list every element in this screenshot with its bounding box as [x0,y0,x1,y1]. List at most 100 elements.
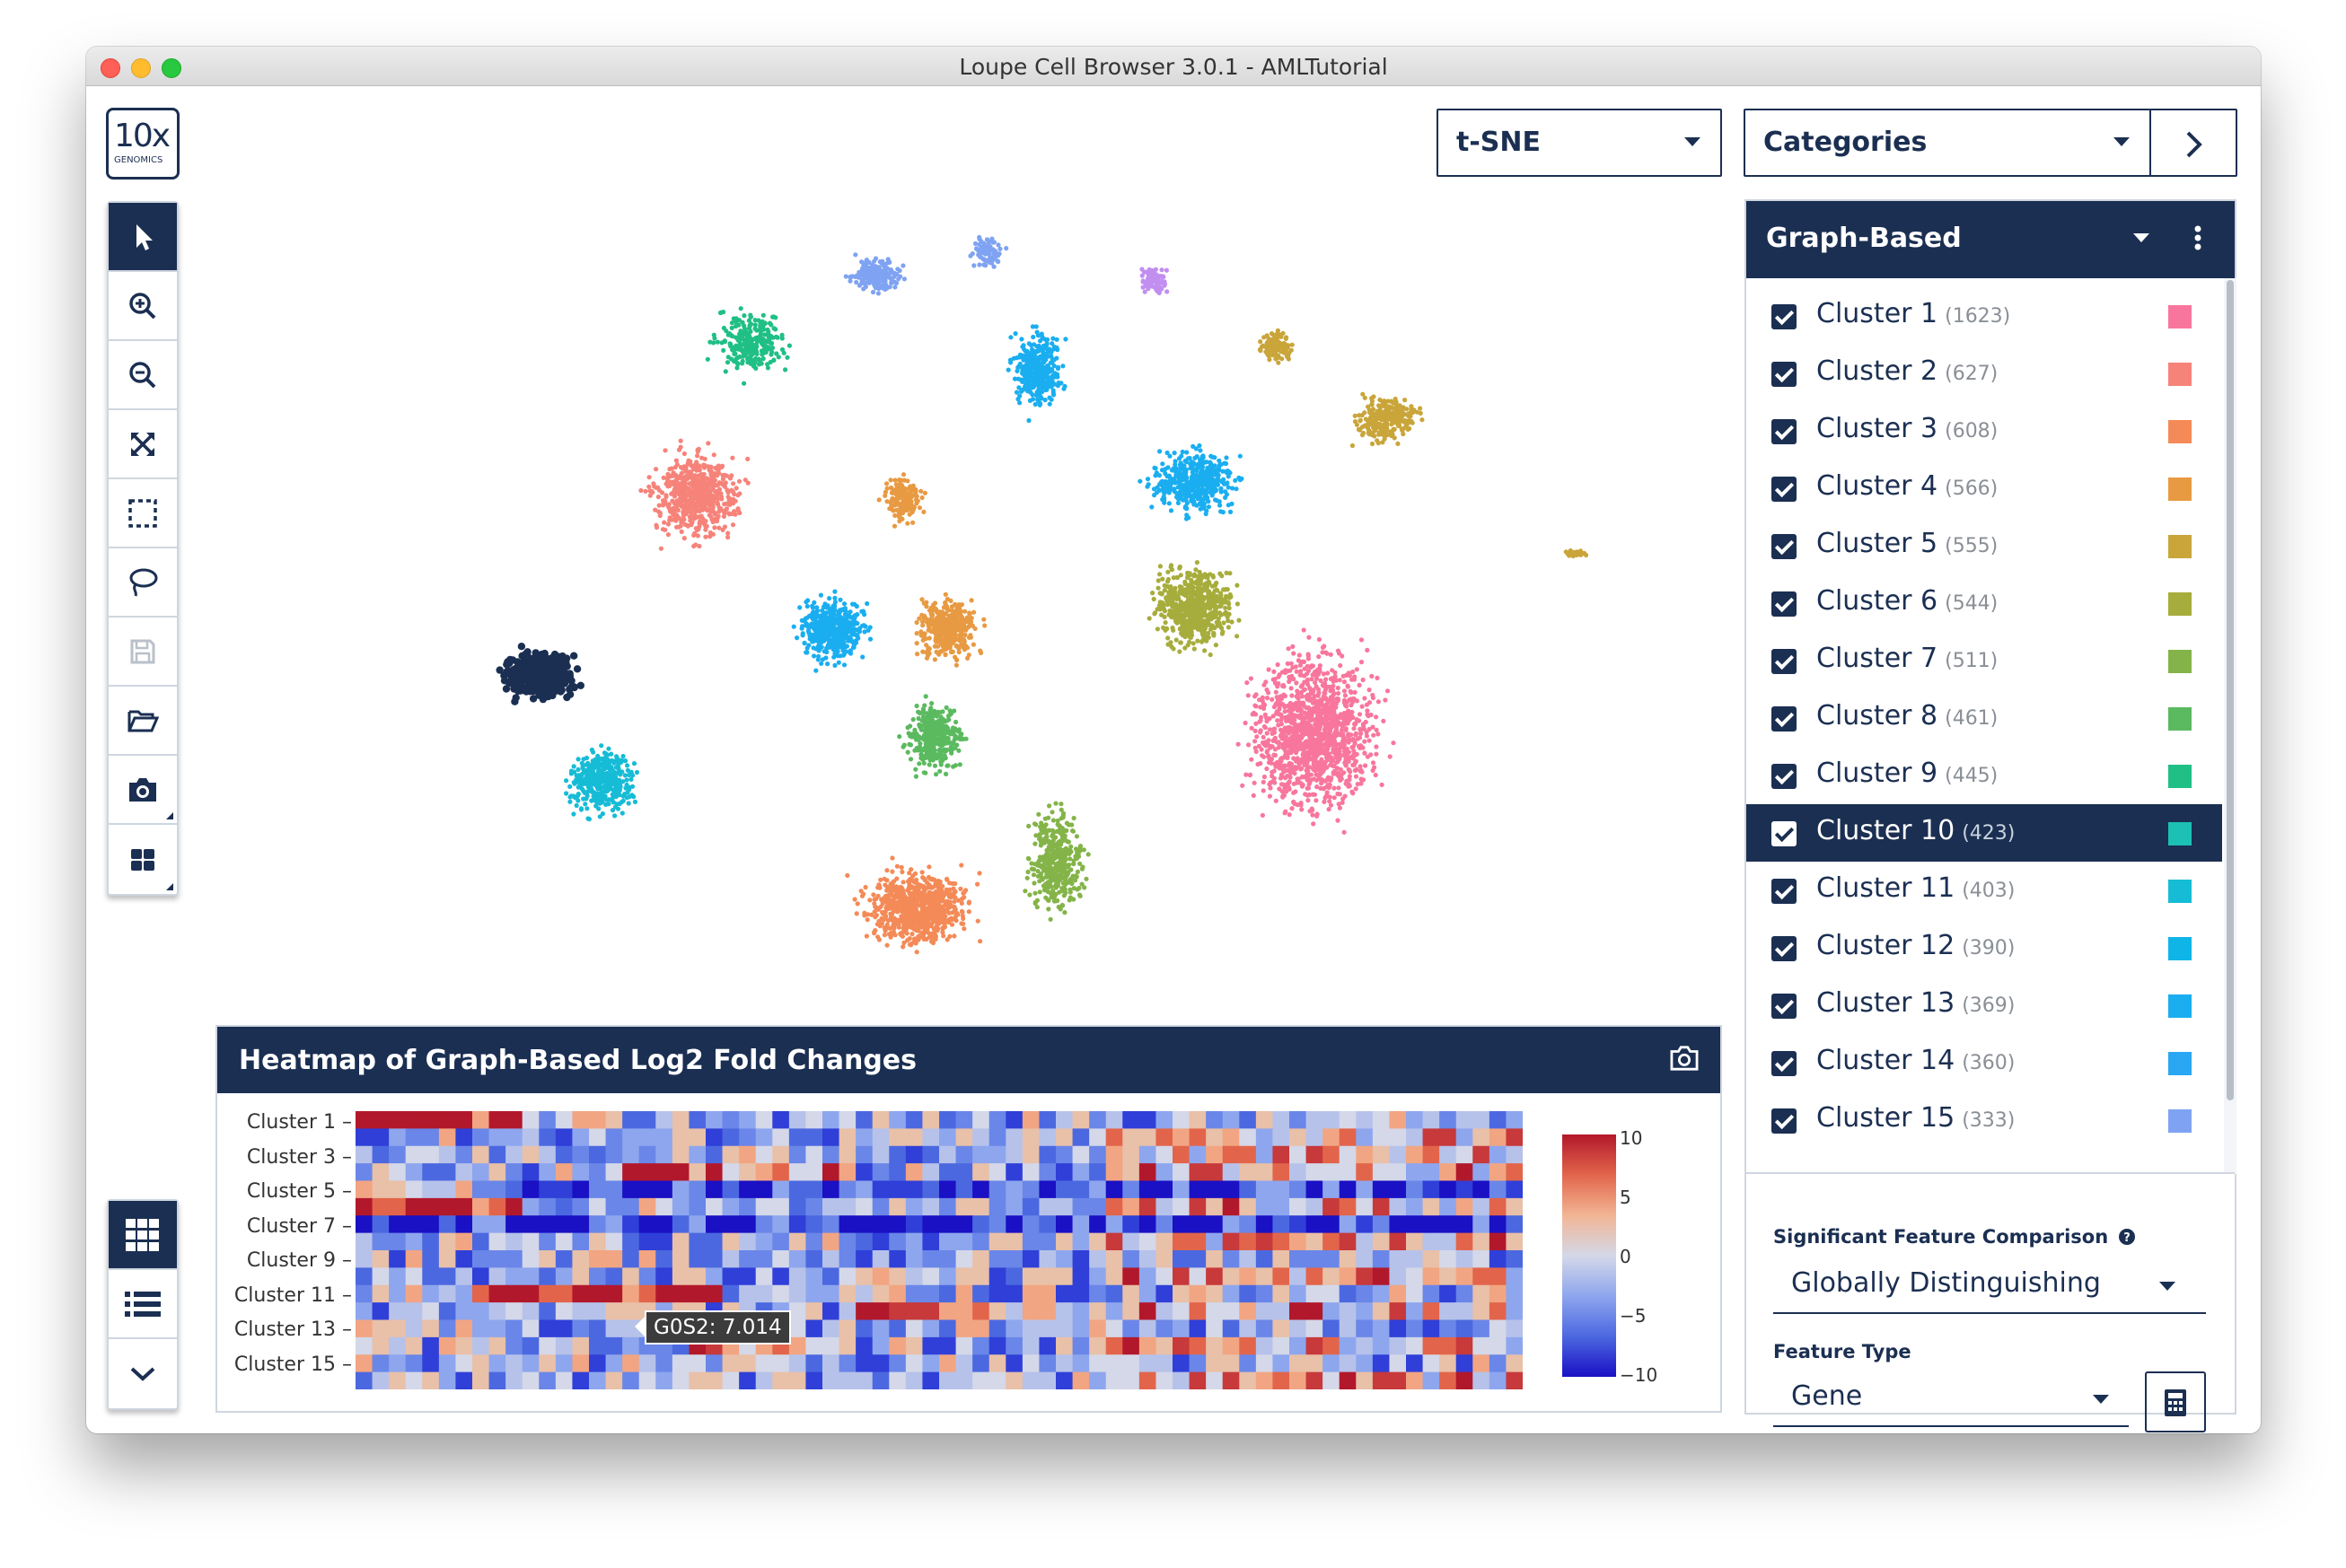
cluster-row[interactable]: Cluster 14 (360) [1746,1034,2222,1091]
cluster-checkbox[interactable] [1771,1051,1797,1076]
box-select-button[interactable] [109,479,177,548]
heatmap-cell [1089,1284,1107,1303]
cluster-color-swatch[interactable] [2168,880,2192,903]
cluster-color-swatch[interactable] [2168,535,2192,558]
zoom-in-button[interactable] [109,272,177,341]
sig-feature-select[interactable]: Globally Distinguishing [1773,1258,2206,1314]
cluster-color-swatch[interactable] [2168,994,2192,1018]
cluster-row[interactable]: Cluster 3 (608) [1746,402,2222,460]
cluster-checkbox[interactable] [1771,821,1797,846]
tsne-scatter-plot[interactable] [329,154,1621,1016]
cluster-checkbox[interactable] [1771,994,1797,1019]
cluster-checkbox[interactable] [1771,764,1797,789]
cluster-row[interactable]: Cluster 2 (627) [1746,345,2222,402]
calculator-button[interactable] [2145,1371,2206,1432]
scrollbar-thumb[interactable] [2227,280,2234,1100]
heatmap-grid[interactable] [356,1111,1523,1389]
heatmap-cell [638,1354,656,1373]
cluster-checkbox[interactable] [1771,706,1797,731]
cluster-row[interactable]: Cluster 1 (1623) [1746,287,2222,345]
cluster-color-swatch[interactable] [2168,650,2192,673]
cluster-color-swatch[interactable] [2168,822,2192,845]
zoom-window-button[interactable] [162,58,181,78]
cluster-checkbox[interactable] [1771,649,1797,674]
cluster-checkbox[interactable] [1771,304,1797,329]
cluster-color-swatch[interactable] [2168,363,2192,386]
chevron-down-icon[interactable] [2133,233,2149,242]
heatmap-cell [1439,1319,1457,1338]
projection-dropdown[interactable]: t-SNE [1437,109,1722,177]
heatmap-cell [672,1111,690,1129]
heatmap-cell [972,1163,990,1182]
close-window-button[interactable] [101,58,120,78]
heatmap-view-button[interactable] [109,1201,177,1270]
open-button[interactable] [109,687,177,756]
help-icon[interactable]: ? [2118,1228,2136,1246]
cluster-color-swatch[interactable] [2168,707,2192,731]
cluster-checkbox[interactable] [1771,936,1797,961]
cluster-color-swatch[interactable] [2168,592,2192,616]
cluster-checkbox[interactable] [1771,419,1797,444]
cluster-row[interactable]: Cluster 12 (390) [1746,919,2222,977]
minimize-window-button[interactable] [131,58,151,78]
heatmap-cell [1056,1145,1074,1164]
layout-button[interactable] [109,825,177,894]
cluster-checkbox[interactable] [1771,534,1797,559]
cluster-color-swatch[interactable] [2168,765,2192,788]
cluster-checkbox[interactable] [1771,879,1797,904]
heatmap-cell [1422,1111,1440,1129]
more-vertical-icon[interactable] [2193,224,2202,255]
heatmap-cell [1039,1284,1057,1303]
cluster-color-swatch[interactable] [2168,477,2192,501]
expand-panel-button[interactable] [2149,109,2237,177]
screenshot-button[interactable] [109,756,177,825]
heatmap-cell [1356,1302,1374,1321]
heatmap-cell [422,1163,440,1182]
heatmap-cell [1439,1232,1457,1251]
cluster-checkbox[interactable] [1771,477,1797,502]
heatmap-cell [905,1250,924,1268]
cluster-color-swatch[interactable] [2168,420,2192,443]
cluster-row[interactable]: Cluster 4 (566) [1746,460,2222,517]
cluster-row[interactable]: Cluster 7 (511) [1746,632,2222,689]
heatmap-cell [522,1319,540,1338]
cluster-row[interactable]: Cluster 5 (555) [1746,517,2222,574]
heatmap-cell [689,1250,707,1268]
fit-view-button[interactable] [109,410,177,479]
pointer-tool-button[interactable] [109,203,177,272]
heatmap-cell [1472,1180,1490,1199]
cluster-row[interactable]: Cluster 10 (423) [1746,804,2222,862]
cluster-color-swatch[interactable] [2168,1109,2192,1133]
cluster-row[interactable]: Cluster 8 (461) [1746,689,2222,747]
scrollbar-track[interactable] [2224,278,2236,1174]
cluster-color-swatch[interactable] [2168,305,2192,328]
cluster-checkbox[interactable] [1771,362,1797,387]
heatmap-cell [972,1302,990,1321]
heatmap-cell [1506,1180,1523,1199]
cluster-color-swatch[interactable] [2168,937,2192,960]
heatmap-cell [555,1336,574,1355]
collapse-bottom-panel-button[interactable] [109,1339,177,1408]
heatmap-cell [772,1145,790,1164]
heatmap-cell [1006,1319,1024,1338]
zoom-out-button[interactable] [109,341,177,410]
cluster-row[interactable]: Cluster 15 (333) [1746,1091,2222,1149]
heatmap-cell [472,1215,490,1234]
cluster-color-swatch[interactable] [2168,1052,2192,1075]
cluster-row[interactable]: Cluster 11 (403) [1746,862,2222,919]
feature-type-select[interactable]: Gene [1773,1371,2129,1427]
cluster-checkbox[interactable] [1771,591,1797,617]
cluster-row[interactable]: Cluster 13 (369) [1746,977,2222,1034]
camera-icon[interactable] [1669,1045,1700,1072]
heatmap-cell [856,1284,874,1303]
category-dropdown[interactable]: Categories [1744,109,2151,177]
cluster-row[interactable]: Cluster 9 (445) [1746,747,2222,804]
heatmap-cell [1422,1163,1440,1182]
cluster-checkbox[interactable] [1771,1108,1797,1134]
lasso-select-button[interactable] [109,548,177,618]
heatmap-cell [438,1197,457,1216]
list-view-button[interactable] [109,1270,177,1339]
save-button[interactable] [109,618,177,687]
cluster-row[interactable]: Cluster 6 (544) [1746,574,2222,632]
heatmap-cell [555,1267,574,1286]
